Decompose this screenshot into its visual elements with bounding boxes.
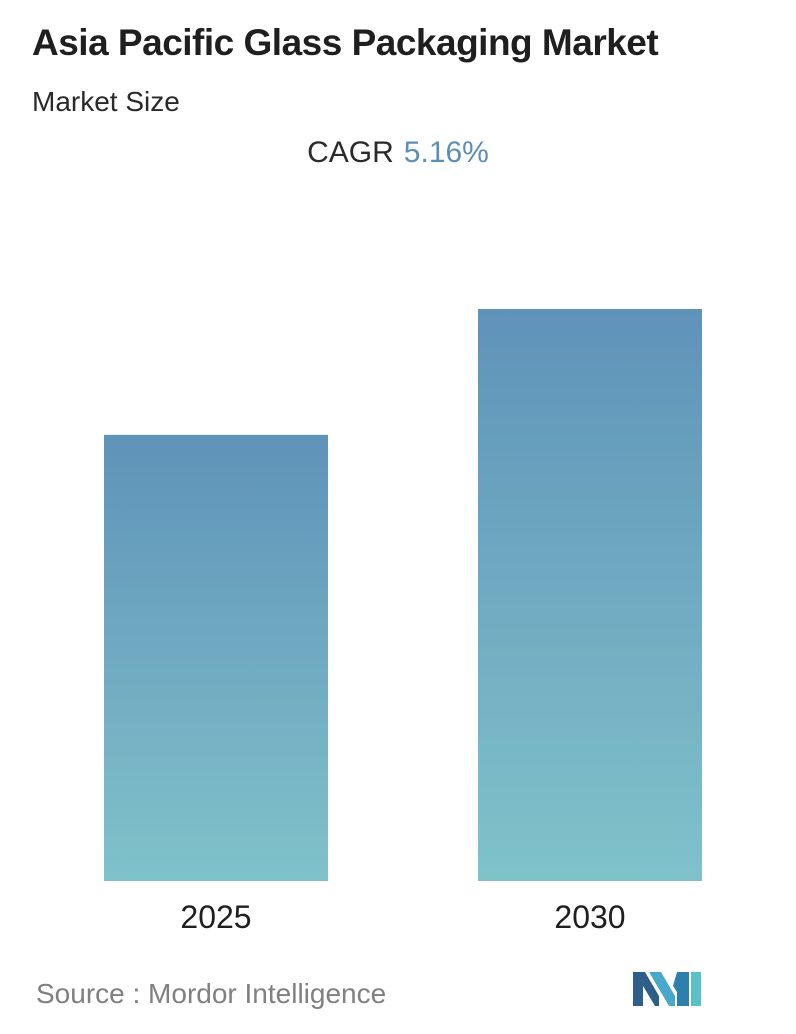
cagr-value: 5.16% [403, 136, 489, 169]
cagr-label: CAGR [307, 136, 394, 169]
mordor-intelligence-logo-icon [633, 972, 701, 1006]
x-tick-label-2030: 2030 [554, 899, 625, 935]
source-credit: Source : Mordor Intelligence [36, 978, 387, 1009]
bar-chart: 2025 2030 [104, 309, 702, 935]
cagr-readout: CAGR 5.16% [0, 136, 796, 170]
bar-2025 [104, 434, 328, 881]
chart-title: Asia Pacific Glass Packaging Market [32, 22, 659, 63]
bar-2030 [478, 309, 702, 881]
chart-subtitle: Market Size [32, 86, 180, 117]
x-tick-label-2025: 2025 [180, 899, 251, 935]
x-tick-labels: 2025 2030 [180, 899, 625, 935]
bars-layer [104, 309, 702, 881]
